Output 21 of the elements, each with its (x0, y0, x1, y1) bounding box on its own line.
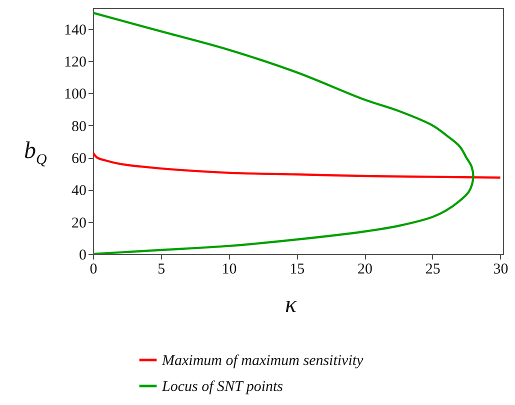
legend-label: Maximum of maximum sensitivity (161, 353, 364, 369)
x-tick-label: 15 (290, 262, 305, 278)
x-tick-label: 5 (158, 262, 166, 278)
line-series (93, 12, 474, 254)
x-tick-label: 0 (90, 262, 98, 278)
x-tick-label: 25 (425, 262, 440, 278)
y-tick-label: 140 (64, 22, 86, 38)
y-tick-label: 80 (72, 118, 86, 135)
x-tick-label: 20 (358, 262, 373, 278)
legend-label: Locus of SNT points (161, 379, 284, 395)
y-axis-title: b$_{Q}$ (24, 138, 47, 169)
y-tick-label: 60 (72, 151, 86, 168)
y-tick-label: 120 (64, 54, 86, 71)
line-series (93, 152, 502, 179)
y-tick-label: 100 (64, 86, 86, 103)
x-tick-label: 10 (222, 262, 237, 278)
y-tick-label: 20 (72, 215, 86, 232)
y-tick-label: 0 (79, 248, 86, 264)
y-tick-label: 40 (72, 183, 86, 200)
x-tick-label: 30 (493, 262, 508, 278)
x-axis-title: κ (285, 292, 297, 319)
